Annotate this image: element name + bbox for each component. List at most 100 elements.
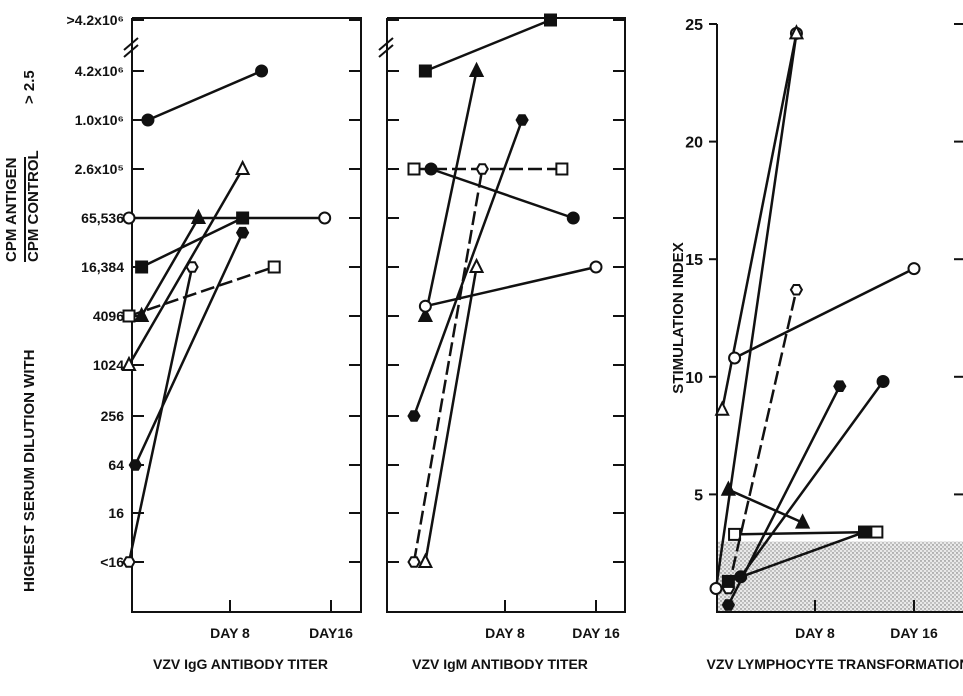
series-line: [720, 33, 798, 410]
y-tick-label: 256: [101, 408, 125, 424]
marker-open-hexagon: [475, 163, 489, 175]
series-line: [128, 265, 275, 318]
marker-filled-hexagon: [721, 599, 736, 611]
marker-open-triangle: [468, 257, 485, 273]
x-axis-label: VZV IgG ANTIBODY TITER: [153, 656, 328, 672]
y-tick-label: 2.6x10⁵: [75, 161, 124, 177]
y-tick-label: <16: [100, 554, 124, 570]
series-line: [424, 70, 478, 317]
y-title-prefix: HIGHEST SERUM DILUTION WITH: [21, 350, 38, 593]
marker-open-triangle: [714, 400, 730, 416]
marker-open-triangle: [788, 24, 805, 40]
marker-filled-triangle: [720, 480, 736, 496]
x-tick-label: DAY 16: [890, 625, 938, 641]
y-title-denominator: CPM CONTROL: [25, 150, 42, 262]
axis-break: [378, 37, 394, 58]
y-tick-label: 10: [685, 370, 703, 387]
marker-filled-square: [721, 574, 735, 588]
marker-open-hexagon: [122, 556, 136, 568]
marker-open-hexagon: [407, 556, 421, 568]
marker-open-square: [870, 525, 884, 539]
marker-open-square: [555, 162, 569, 176]
marker-filled-triangle: [795, 513, 811, 529]
y-tick-label: 16,384: [81, 259, 124, 275]
marker-open-circle: [122, 211, 136, 225]
y-tick-label: 15: [685, 252, 703, 269]
marker-filled-circle: [424, 162, 438, 176]
plot-frame: [131, 17, 362, 613]
marker-open-triangle: [121, 355, 137, 371]
series-line: [424, 18, 551, 73]
y-tick-label: 1024: [93, 357, 124, 373]
y-tick-label: 4096: [93, 308, 124, 324]
series-line: [739, 380, 885, 578]
x-tick-label: DAY16: [309, 625, 353, 641]
marker-filled-circle: [255, 64, 269, 78]
y-tick-label: 5: [694, 487, 703, 504]
marker-filled-square: [418, 64, 432, 78]
marker-open-square: [122, 309, 136, 323]
series-line: [714, 33, 798, 589]
marker-open-circle: [728, 351, 742, 365]
x-tick-label: DAY 8: [795, 625, 835, 641]
panel-igm: DAY 8 DAY 16 VZV IgM ANTIBODY TITER: [378, 13, 626, 672]
series-line: [727, 530, 865, 583]
series-line: [727, 488, 804, 524]
series-line: [127, 266, 194, 563]
marker-open-circle: [318, 211, 332, 225]
marker-open-circle: [907, 262, 921, 276]
series-line: [147, 69, 263, 122]
y-tick-label: 25: [685, 17, 703, 34]
y-axis-label: STIMULATION INDEX: [670, 242, 687, 393]
y-axis-title: HIGHEST SERUM DILUTION WITH CPM ANTIGEN …: [3, 70, 42, 592]
y-tick-label: 1.0x10⁶: [75, 112, 124, 128]
marker-open-triangle: [417, 552, 433, 568]
series-line: [430, 167, 574, 220]
marker-open-hexagon: [789, 284, 804, 296]
y-tick-label: 20: [685, 135, 703, 152]
y-title-numerator: CPM ANTIGEN: [3, 158, 20, 262]
series-line: [141, 216, 244, 269]
marker-open-triangle: [235, 159, 251, 175]
y-tick-label: 64: [108, 457, 124, 473]
marker-open-hexagon: [185, 261, 199, 273]
series-line: [727, 289, 798, 589]
marker-filled-square: [858, 525, 871, 539]
series-line: [424, 266, 478, 563]
series-line: [425, 265, 597, 308]
series-line: [734, 530, 877, 536]
panel-lymphocyte: 5 10 15 20 25 STIMULATION INDEX DAY 8 DAY 16 VZV…: [670, 17, 963, 672]
marker-filled-hexagon: [515, 114, 529, 126]
marker-filled-hexagon: [833, 380, 847, 392]
series-line: [134, 232, 244, 466]
marker-filled-square: [135, 260, 149, 274]
shaded-region: [717, 541, 963, 612]
series-line: [140, 217, 200, 317]
x-tick-label: DAY 8: [210, 625, 250, 641]
axis-break: [123, 37, 139, 58]
x-axis-label: VZV LYMPHOCYTE TRANSFORMATION: [707, 656, 963, 672]
x-axis-label: VZV IgM ANTIBODY TITER: [412, 656, 588, 672]
marker-open-square: [728, 527, 742, 541]
marker-open-square: [407, 162, 421, 176]
series-line: [412, 168, 484, 563]
marker-open-circle: [709, 581, 723, 595]
y-tick-label: >4.2x10⁶: [67, 12, 124, 28]
marker-filled-circle: [141, 113, 155, 127]
marker-filled-hexagon: [235, 226, 250, 239]
marker-filled-square: [236, 211, 250, 225]
marker-filled-triangle: [190, 208, 207, 224]
marker-filled-circle: [876, 375, 890, 389]
marker-filled-hexagon: [407, 410, 421, 422]
plot-frame: [716, 24, 963, 613]
panel-igg: <16 16 64 256 1024 4096 16,384 65,536 2.6x10⁵ 1.0…: [67, 12, 362, 672]
x-tick-label: DAY 16: [572, 625, 620, 641]
series-line: [734, 267, 915, 360]
y-tick-label: 4.2x10⁶: [75, 63, 124, 79]
marker-open-circle: [418, 299, 432, 313]
y-tick-label: 65,536: [81, 210, 124, 226]
marker-filled-hexagon: [128, 459, 142, 471]
y-tick-label: 16: [108, 505, 124, 521]
marker-open-square: [267, 260, 281, 274]
